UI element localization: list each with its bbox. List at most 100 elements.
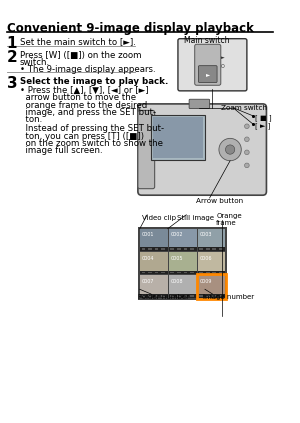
Text: • The 9-image display appears.: • The 9-image display appears. <box>20 65 155 74</box>
Bar <box>206 248 210 250</box>
FancyBboxPatch shape <box>198 66 217 82</box>
Bar <box>153 117 203 158</box>
Bar <box>148 295 152 297</box>
Bar <box>177 272 181 273</box>
Text: [ ■ ]: [ ■ ] <box>255 114 272 121</box>
Bar <box>154 295 158 297</box>
Text: O: O <box>221 64 224 69</box>
Text: 0001: 0001 <box>142 233 154 237</box>
Bar <box>177 295 181 297</box>
Bar <box>142 248 145 250</box>
Bar <box>142 295 145 297</box>
FancyBboxPatch shape <box>138 104 266 195</box>
Text: Folder number: Folder number <box>138 294 189 300</box>
Text: 2: 2 <box>7 50 17 65</box>
Bar <box>169 252 196 275</box>
Bar <box>200 248 203 250</box>
Bar <box>148 248 152 250</box>
Text: Convenient 9-image display playback: Convenient 9-image display playback <box>7 22 253 35</box>
Bar <box>170 272 174 273</box>
Bar <box>177 248 181 250</box>
Bar <box>200 272 203 273</box>
Text: Set the main switch to [►].: Set the main switch to [►]. <box>20 37 135 46</box>
Bar <box>219 272 223 273</box>
Text: arrow button to move the: arrow button to move the <box>20 93 136 102</box>
Bar <box>161 272 165 273</box>
Text: ton, you can press [T] ([■]): ton, you can press [T] ([■]) <box>20 132 144 141</box>
Text: Zoom switch: Zoom switch <box>221 105 267 111</box>
Bar <box>197 275 226 298</box>
Bar <box>161 248 165 250</box>
Text: 0007: 0007 <box>142 279 154 284</box>
Bar <box>148 272 152 273</box>
Bar <box>219 248 223 250</box>
Bar <box>140 294 168 298</box>
Text: ►: ► <box>206 72 210 77</box>
Text: Image number: Image number <box>203 294 254 300</box>
Text: 0008: 0008 <box>170 279 183 284</box>
Text: 3: 3 <box>7 76 17 91</box>
Bar <box>142 272 145 273</box>
Text: 0004: 0004 <box>142 256 154 261</box>
FancyBboxPatch shape <box>138 110 154 189</box>
Text: Orange
frame: Orange frame <box>216 213 242 226</box>
Bar <box>206 272 210 273</box>
Bar <box>154 248 158 250</box>
Text: image, and press the SET but-: image, and press the SET but- <box>20 108 156 117</box>
Bar <box>140 252 168 275</box>
FancyBboxPatch shape <box>189 99 210 109</box>
Bar <box>169 275 196 298</box>
Bar <box>169 294 196 298</box>
Text: on the zoom switch to show the: on the zoom switch to show the <box>20 139 163 148</box>
Text: switch.: switch. <box>20 58 50 67</box>
Bar <box>140 247 168 251</box>
Bar <box>212 295 216 297</box>
Text: Select the image to play back.: Select the image to play back. <box>20 77 168 86</box>
Bar <box>140 271 168 275</box>
Bar <box>140 229 168 251</box>
Bar <box>200 295 203 297</box>
Bar <box>190 272 194 273</box>
Text: 0003: 0003 <box>200 233 212 237</box>
Bar <box>161 295 165 297</box>
Bar <box>184 272 187 273</box>
Bar <box>197 247 226 251</box>
Circle shape <box>244 163 249 168</box>
Bar <box>212 248 216 250</box>
Text: Instead of pressing the SET but-: Instead of pressing the SET but- <box>20 124 164 133</box>
Bar <box>206 295 210 297</box>
Text: orange frame to the desired: orange frame to the desired <box>20 101 147 110</box>
Bar <box>154 272 158 273</box>
Text: image full screen.: image full screen. <box>20 146 102 155</box>
Text: 0009: 0009 <box>200 279 212 284</box>
Bar <box>169 271 196 275</box>
Bar <box>169 247 196 251</box>
Circle shape <box>244 137 249 142</box>
Circle shape <box>226 145 235 154</box>
Bar <box>151 115 205 160</box>
Bar <box>169 229 196 251</box>
Bar <box>184 295 187 297</box>
Bar <box>197 229 226 251</box>
Bar <box>197 252 226 275</box>
Bar <box>190 248 194 250</box>
Text: 1: 1 <box>7 36 17 51</box>
Bar <box>170 295 174 297</box>
Circle shape <box>244 150 249 155</box>
FancyBboxPatch shape <box>195 44 221 85</box>
Bar <box>196 275 226 299</box>
Bar <box>219 295 223 297</box>
Text: Video clip: Video clip <box>142 215 176 221</box>
Bar <box>140 275 168 298</box>
Bar <box>170 248 174 250</box>
Bar <box>212 272 216 273</box>
Bar <box>138 227 227 299</box>
FancyBboxPatch shape <box>178 38 247 91</box>
Circle shape <box>244 124 249 129</box>
Bar <box>184 248 187 250</box>
Text: 0002: 0002 <box>170 233 183 237</box>
Text: Main switch: Main switch <box>184 36 229 45</box>
Bar <box>197 294 226 298</box>
Text: Still image: Still image <box>177 215 214 221</box>
Text: [ ► ]: [ ► ] <box>255 123 271 129</box>
